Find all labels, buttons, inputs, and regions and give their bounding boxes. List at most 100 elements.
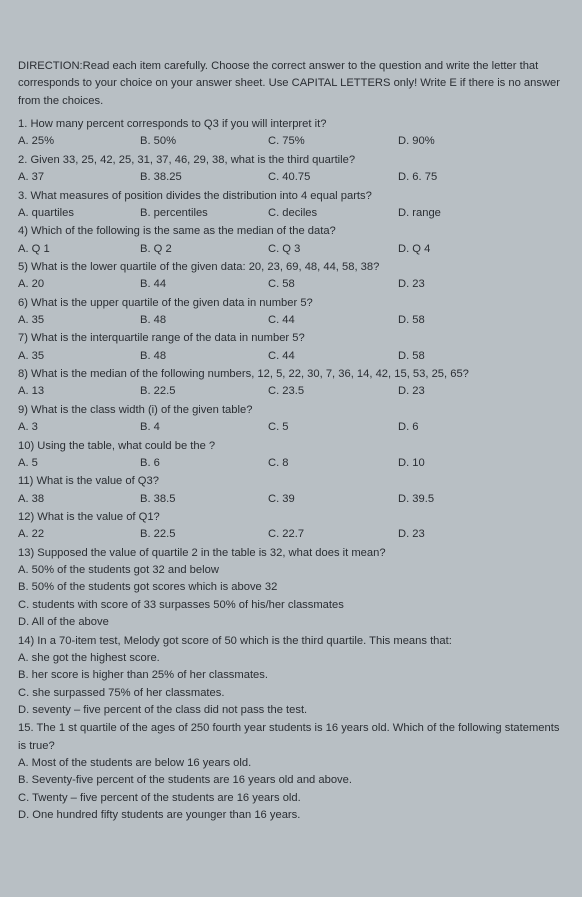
choice-a: A. 50% of the students got 32 and below — [18, 562, 564, 579]
choice-b: B. 50% — [140, 133, 268, 150]
question-text: 6) What is the upper quartile of the giv… — [18, 295, 564, 312]
choice-b: B. 22.5 — [140, 383, 268, 400]
question-text: 11) What is the value of Q3? — [18, 473, 564, 490]
choice-c: C. Q 3 — [268, 241, 398, 258]
choice-a: A. Q 1 — [18, 241, 140, 258]
choice-c: C. 44 — [268, 312, 398, 329]
choice-a: A. Most of the students are below 16 yea… — [18, 755, 564, 772]
choice-c: C. Twenty – five percent of the students… — [18, 790, 564, 807]
choice-a: A. 37 — [18, 169, 140, 186]
question-5: 5) What is the lower quartile of the giv… — [18, 259, 564, 294]
choice-d: D. All of the above — [18, 614, 564, 631]
choice-a: A. 38 — [18, 491, 140, 508]
question-text: 5) What is the lower quartile of the giv… — [18, 259, 564, 276]
choice-c: C. students with score of 33 surpasses 5… — [18, 597, 564, 614]
choices-row: A. 20 B. 44 C. 58 D. 23 — [18, 276, 564, 293]
choice-c: C. 23.5 — [268, 383, 398, 400]
question-3: 3. What measures of position divides the… — [18, 188, 564, 223]
choice-d: D. range — [398, 205, 564, 222]
question-6: 6) What is the upper quartile of the giv… — [18, 295, 564, 330]
choice-b: B. 4 — [140, 419, 268, 436]
choices-row: A. 3 B. 4 C. 5 D. 6 — [18, 419, 564, 436]
choice-d: D. 58 — [398, 312, 564, 329]
choice-c: C. 58 — [268, 276, 398, 293]
choice-d: D. One hundred fifty students are younge… — [18, 807, 564, 824]
question-12: 12) What is the value of Q1? A. 22 B. 22… — [18, 509, 564, 544]
choice-c: C. 22.7 — [268, 526, 398, 543]
question-14: 14) In a 70-item test, Melody got score … — [18, 633, 564, 720]
choices-row: A. 13 B. 22.5 C. 23.5 D. 23 — [18, 383, 564, 400]
choice-b: B. 48 — [140, 312, 268, 329]
choice-a: A. 3 — [18, 419, 140, 436]
choice-b: B. her score is higher than 25% of her c… — [18, 667, 564, 684]
choice-d: D. Q 4 — [398, 241, 564, 258]
question-text: 12) What is the value of Q1? — [18, 509, 564, 526]
choice-d: D. 23 — [398, 383, 564, 400]
question-15: 15. The 1 st quartile of the ages of 250… — [18, 720, 564, 824]
choice-a: A. 25% — [18, 133, 140, 150]
question-text: 15. The 1 st quartile of the ages of 250… — [18, 720, 564, 755]
question-9: 9) What is the class width (i) of the gi… — [18, 402, 564, 437]
choice-a: A. 22 — [18, 526, 140, 543]
choice-a: A. quartiles — [18, 205, 140, 222]
choice-d: D. 90% — [398, 133, 564, 150]
choice-b: B. 6 — [140, 455, 268, 472]
choice-b: B. 22.5 — [140, 526, 268, 543]
choices-row: A. 38 B. 38.5 C. 39 D. 39.5 — [18, 491, 564, 508]
choice-a: A. she got the highest score. — [18, 650, 564, 667]
choice-b: B. 44 — [140, 276, 268, 293]
choice-d: D. 23 — [398, 276, 564, 293]
choice-a: A. 35 — [18, 312, 140, 329]
question-text: 13) Supposed the value of quartile 2 in … — [18, 545, 564, 562]
choices-row: A. 35 B. 48 C. 44 D. 58 — [18, 312, 564, 329]
choice-a: A. 20 — [18, 276, 140, 293]
question-11: 11) What is the value of Q3? A. 38 B. 38… — [18, 473, 564, 508]
choice-c: C. 44 — [268, 348, 398, 365]
choices-row: A. 5 B. 6 C. 8 D. 10 — [18, 455, 564, 472]
direction-text: DIRECTION:Read each item carefully. Choo… — [18, 58, 564, 110]
choice-a: A. 35 — [18, 348, 140, 365]
question-2: 2. Given 33, 25, 42, 25, 31, 37, 46, 29,… — [18, 152, 564, 187]
question-8: 8) What is the median of the following n… — [18, 366, 564, 401]
choice-d: D. 6 — [398, 419, 564, 436]
question-text: 14) In a 70-item test, Melody got score … — [18, 633, 564, 650]
question-text: 2. Given 33, 25, 42, 25, 31, 37, 46, 29,… — [18, 152, 564, 169]
choices-row: A. 35 B. 48 C. 44 D. 58 — [18, 348, 564, 365]
choices-row: A. 22 B. 22.5 C. 22.7 D. 23 — [18, 526, 564, 543]
choice-a: A. 5 — [18, 455, 140, 472]
choice-b: B. 48 — [140, 348, 268, 365]
choice-c: C. 40.75 — [268, 169, 398, 186]
choice-b: B. 50% of the students got scores which … — [18, 579, 564, 596]
question-text: 3. What measures of position divides the… — [18, 188, 564, 205]
choice-c: C. 8 — [268, 455, 398, 472]
question-1: 1. How many percent corresponds to Q3 if… — [18, 116, 564, 151]
choice-b: B. Q 2 — [140, 241, 268, 258]
question-13: 13) Supposed the value of quartile 2 in … — [18, 545, 564, 632]
choice-d: D. seventy – five percent of the class d… — [18, 702, 564, 719]
question-text: 4) Which of the following is the same as… — [18, 223, 564, 240]
choice-d: D. 6. 75 — [398, 169, 564, 186]
choice-b: B. Seventy-five percent of the students … — [18, 772, 564, 789]
choice-b: B. 38.5 — [140, 491, 268, 508]
question-4: 4) Which of the following is the same as… — [18, 223, 564, 258]
question-text: 10) Using the table, what could be the ? — [18, 438, 564, 455]
choice-d: D. 23 — [398, 526, 564, 543]
choice-c: C. 39 — [268, 491, 398, 508]
choice-a: A. 13 — [18, 383, 140, 400]
choice-c: C. 5 — [268, 419, 398, 436]
choice-b: B. percentiles — [140, 205, 268, 222]
choices-row: A. quartiles B. percentiles C. deciles D… — [18, 205, 564, 222]
choices-row: A. 25% B. 50% C. 75% D. 90% — [18, 133, 564, 150]
choice-d: D. 39.5 — [398, 491, 564, 508]
choice-c: C. 75% — [268, 133, 398, 150]
question-10: 10) Using the table, what could be the ?… — [18, 438, 564, 473]
question-text: 9) What is the class width (i) of the gi… — [18, 402, 564, 419]
choices-row: A. Q 1 B. Q 2 C. Q 3 D. Q 4 — [18, 241, 564, 258]
choices-row: A. 37 B. 38.25 C. 40.75 D. 6. 75 — [18, 169, 564, 186]
choice-d: D. 10 — [398, 455, 564, 472]
choice-c: C. she surpassed 75% of her classmates. — [18, 685, 564, 702]
choice-b: B. 38.25 — [140, 169, 268, 186]
choice-c: C. deciles — [268, 205, 398, 222]
question-text: 8) What is the median of the following n… — [18, 366, 564, 383]
choice-d: D. 58 — [398, 348, 564, 365]
